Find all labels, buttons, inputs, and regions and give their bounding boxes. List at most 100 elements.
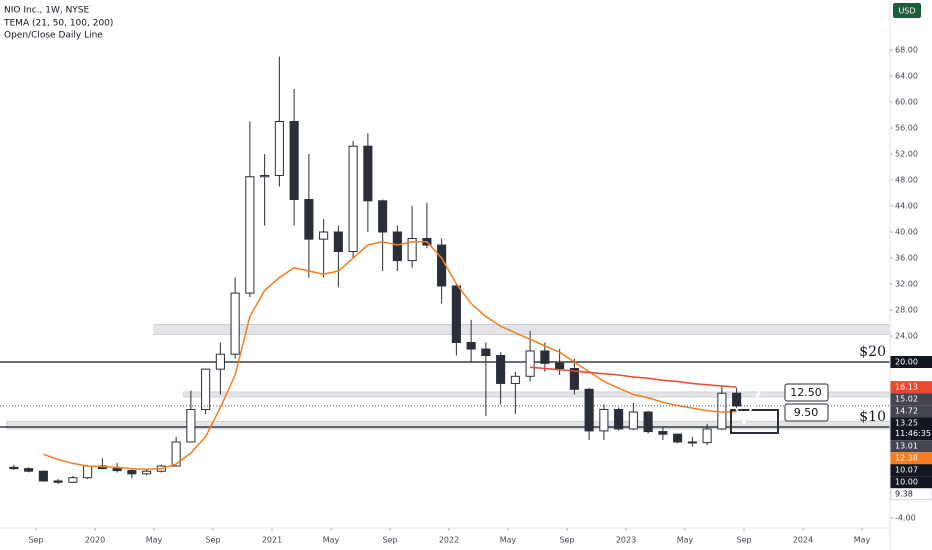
indicator: TEMA (21, 50, 100, 200) <box>3 19 113 29</box>
x-tick-label: 2024 <box>793 536 813 545</box>
candle-body <box>186 408 196 443</box>
candle-body <box>260 174 270 178</box>
level-label: $20 <box>859 344 886 360</box>
x-tick-label: 2021 <box>262 536 282 545</box>
price-label-box <box>890 476 932 489</box>
candle-body <box>24 468 34 472</box>
candle-body <box>702 428 712 444</box>
candle-body <box>245 176 255 294</box>
candle-body <box>348 145 358 253</box>
candle-body <box>112 468 122 472</box>
x-tick-label: Sep <box>28 536 43 545</box>
y-tick-label: 56.00 <box>895 123 918 132</box>
candle-body <box>201 368 211 410</box>
price-label-box <box>890 381 932 394</box>
price-label-box <box>890 356 932 369</box>
annotation-box <box>784 403 829 422</box>
candle-body <box>658 431 668 435</box>
x-tick-label: May <box>677 536 694 545</box>
arrow-head <box>760 367 773 381</box>
tema-line <box>43 240 737 471</box>
candle-body <box>732 392 742 407</box>
candle-body <box>628 411 638 430</box>
candle-body <box>584 388 594 432</box>
indicator-line: Open/Close Daily Line <box>4 31 103 41</box>
y-tick-label: 60.00 <box>895 97 918 106</box>
candle-body <box>392 231 402 262</box>
y-tick-label: 36.00 <box>895 254 918 263</box>
y-tick-label: 52.00 <box>895 149 918 158</box>
candle-body <box>673 433 683 443</box>
x-tick-label: Sep <box>205 536 220 545</box>
price-label: 15.02 <box>895 395 918 404</box>
price-label-box <box>890 393 932 406</box>
x-tick-label: 2022 <box>439 536 459 545</box>
candle-body <box>142 470 152 475</box>
y-tick-label: 40.00 <box>895 227 918 236</box>
candle-body <box>319 231 329 240</box>
annotation: 9.50 <box>794 406 819 419</box>
candle-body <box>230 292 240 355</box>
candle-body <box>378 200 388 233</box>
price-label: 16.13 <box>895 383 918 392</box>
annotation-box <box>784 383 829 402</box>
tema-line <box>530 366 737 388</box>
candle-body <box>451 285 461 344</box>
currency-button[interactable] <box>893 3 921 18</box>
x-tick-label: Sep <box>736 536 751 545</box>
price-label-box <box>890 405 932 418</box>
price-label-box <box>890 452 932 465</box>
candle-body <box>687 441 697 444</box>
candle-body <box>643 411 653 433</box>
candle-body <box>83 465 93 479</box>
price-label: 13.25 <box>895 419 918 428</box>
y-tick-label: 48.00 <box>895 175 918 184</box>
candle-body <box>171 441 181 467</box>
x-tick-label: May <box>854 536 871 545</box>
candle-body <box>599 408 609 432</box>
y-tick-label: 64.00 <box>895 71 918 80</box>
price-label: 10.00 <box>895 478 918 487</box>
price-label: 10.07 <box>895 466 918 475</box>
zone <box>153 324 891 335</box>
price-label: 12.38 <box>895 454 918 463</box>
candle-body <box>614 408 624 430</box>
price-label-time: 11:46:35 <box>895 429 931 438</box>
price-label-box <box>890 488 932 501</box>
y-tick-label: 32.00 <box>895 280 918 289</box>
y-tick-label: 68.00 <box>895 45 918 54</box>
price-label: 13.01 <box>895 442 918 451</box>
candle-body <box>53 480 63 483</box>
candle-body <box>525 350 535 377</box>
candle-body <box>274 120 284 176</box>
currency-label[interactable]: USD <box>898 7 915 16</box>
candle-body <box>481 348 491 357</box>
price-label-box <box>890 440 932 453</box>
x-tick-label: 2020 <box>85 536 105 545</box>
x-tick-label: Sep <box>382 536 397 545</box>
y-tick-label: 28.00 <box>895 306 918 315</box>
y-tick-label: 44.00 <box>895 201 918 210</box>
candle-body <box>68 477 78 483</box>
candle-body <box>289 120 299 200</box>
candle-body <box>437 244 447 287</box>
candle-body <box>407 238 417 262</box>
x-tick-label: May <box>323 536 340 545</box>
candle-body <box>215 353 225 370</box>
range-box <box>730 409 779 434</box>
price-label: 20.00 <box>895 358 918 367</box>
title: NIO Inc., 1W, NYSE <box>4 6 90 16</box>
price-label-box <box>890 417 932 441</box>
candle-body <box>466 342 476 350</box>
candle-body <box>569 368 579 390</box>
x-tick-label: May <box>500 536 517 545</box>
candle-body <box>333 231 343 253</box>
level-label: $10 <box>859 409 886 425</box>
zone <box>6 420 891 430</box>
plot: $20 $10 <box>0 56 891 485</box>
candle-body <box>127 470 137 475</box>
x-tick-label: 2023 <box>616 536 636 545</box>
candle-body <box>496 355 506 384</box>
